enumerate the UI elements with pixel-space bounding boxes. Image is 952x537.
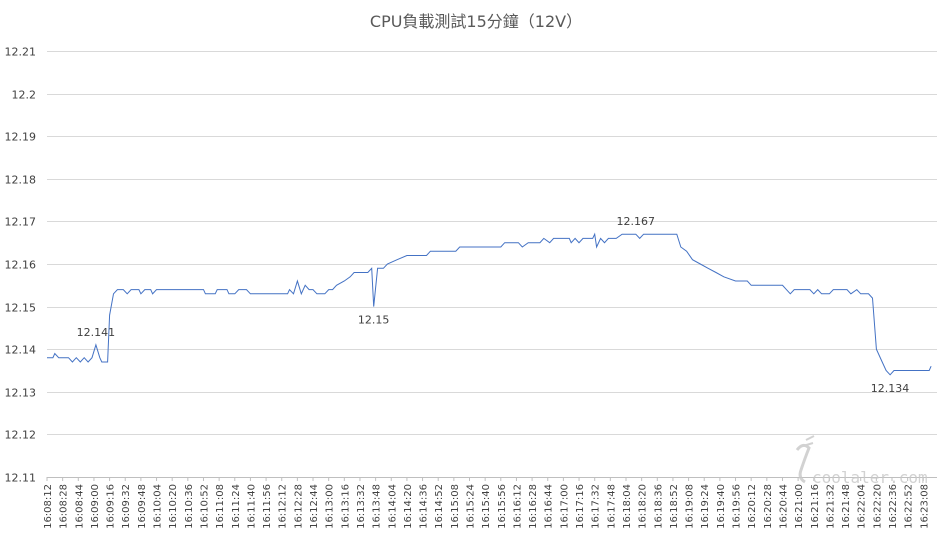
watermark: coolaler.com bbox=[795, 435, 928, 487]
x-tick-label: 16:19:56 bbox=[732, 484, 743, 529]
x-tick-label: 16:22:04 bbox=[857, 484, 868, 529]
data-label: 12.15 bbox=[358, 314, 390, 327]
x-tick-label: 16:20:44 bbox=[778, 484, 789, 529]
y-axis: 12.11 12.12 12.13 12.14 12.15 12.16 12.17 12.18… bbox=[5, 46, 37, 485]
x-tick-label: 16:12:12 bbox=[278, 484, 289, 529]
x-tick-label: 16:21:16 bbox=[810, 484, 821, 529]
x-tick-label: 16:22:36 bbox=[888, 484, 899, 529]
data-labels: 12.141 12.15 12.167 12.134 bbox=[77, 215, 910, 395]
x-tick-label: 16:16:12 bbox=[512, 484, 523, 529]
x-tick-label: 16:21:48 bbox=[841, 484, 852, 529]
x-tick-label: 16:10:20 bbox=[168, 484, 179, 529]
x-tick-label: 16:09:16 bbox=[106, 484, 117, 529]
x-tick-label: 16:15:24 bbox=[466, 484, 477, 529]
x-tick-label: 16:14:20 bbox=[403, 484, 414, 529]
gridlines bbox=[47, 51, 937, 478]
y-tick-label: 12.15 bbox=[5, 302, 37, 315]
y-tick-label: 12.13 bbox=[5, 387, 37, 400]
x-tick-label: 16:12:44 bbox=[309, 484, 320, 529]
x-tick-label: 16:09:32 bbox=[121, 484, 132, 529]
y-tick-label: 12.12 bbox=[5, 429, 37, 442]
y-tick-label: 12.17 bbox=[5, 216, 37, 229]
coolaler-logo-icon bbox=[795, 435, 815, 484]
y-tick-label: 12.19 bbox=[5, 131, 37, 144]
x-tick-label: 16:17:48 bbox=[606, 484, 617, 529]
x-tick-label: 16:10:52 bbox=[199, 484, 210, 529]
x-tick-label: 16:08:44 bbox=[74, 484, 85, 529]
x-tick-label: 16:21:32 bbox=[825, 484, 836, 529]
x-tick-label: 16:17:16 bbox=[575, 484, 586, 529]
x-tick-label: 16:22:20 bbox=[872, 484, 883, 529]
x-tick-label: 16:12:28 bbox=[293, 484, 304, 529]
watermark-text: coolaler.com bbox=[812, 468, 928, 487]
x-tick-label: 16:18:04 bbox=[622, 484, 633, 529]
x-tick-label: 16:10:36 bbox=[184, 484, 195, 529]
x-axis: 16:08:12 16:08:28 16:08:44 16:09:00 16:09:16… bbox=[43, 477, 930, 529]
x-tick-label: 16:20:12 bbox=[747, 484, 758, 529]
x-tick-label: 16:16:44 bbox=[544, 484, 555, 529]
x-tick-label: 16:15:08 bbox=[450, 484, 461, 529]
x-tick-label: 16:11:40 bbox=[246, 484, 257, 529]
x-tick-label: 16:14:52 bbox=[434, 484, 445, 529]
y-tick-label: 12.2 bbox=[12, 89, 37, 102]
x-tick-label: 16:23:08 bbox=[919, 484, 930, 529]
x-tick-label: 16:08:12 bbox=[43, 484, 54, 529]
y-tick-label: 12.18 bbox=[5, 174, 37, 187]
x-tick-label: 16:17:32 bbox=[591, 484, 602, 529]
x-tick-label: 16:11:08 bbox=[215, 484, 226, 529]
x-tick-label: 16:14:36 bbox=[419, 484, 430, 529]
x-tick-label: 16:17:00 bbox=[559, 484, 570, 529]
x-tick-label: 16:11:56 bbox=[262, 484, 273, 529]
x-tick-label: 16:15:56 bbox=[497, 484, 508, 529]
x-tick-label: 16:09:48 bbox=[137, 484, 148, 529]
x-tick-label: 16:13:48 bbox=[372, 484, 383, 529]
y-tick-label: 12.11 bbox=[5, 472, 37, 485]
y-tick-label: 12.14 bbox=[5, 344, 37, 357]
x-tick-label: 16:18:20 bbox=[638, 484, 649, 529]
y-tick-label: 12.21 bbox=[5, 46, 37, 59]
x-tick-label: 16:16:28 bbox=[528, 484, 539, 529]
y-tick-label: 12.16 bbox=[5, 259, 37, 272]
x-tick-label: 16:18:36 bbox=[653, 484, 664, 529]
x-tick-label: 16:19:08 bbox=[685, 484, 696, 529]
series-layer bbox=[47, 232, 932, 376]
data-label: 12.134 bbox=[871, 382, 910, 395]
x-tick-label: 16:21:00 bbox=[794, 484, 805, 529]
x-tick-label: 16:19:40 bbox=[716, 484, 727, 529]
x-tick-label: 16:13:00 bbox=[325, 484, 336, 529]
data-label: 12.141 bbox=[77, 326, 116, 339]
x-tick-label: 16:19:24 bbox=[700, 484, 711, 529]
x-tick-label: 16:22:52 bbox=[904, 484, 915, 529]
x-tick-label: 16:11:24 bbox=[231, 484, 242, 529]
x-tick-label: 16:14:04 bbox=[387, 484, 398, 529]
x-tick-label: 16:10:04 bbox=[153, 484, 164, 529]
chart-title: CPU負載測試15分鐘（12V） bbox=[370, 12, 582, 31]
x-tick-label: 16:08:28 bbox=[59, 484, 70, 529]
series-line bbox=[47, 232, 932, 376]
x-tick-label: 16:09:00 bbox=[90, 484, 101, 529]
x-tick-label: 16:18:52 bbox=[669, 484, 680, 529]
x-tick-label: 16:15:40 bbox=[481, 484, 492, 529]
x-tick-label: 16:13:32 bbox=[356, 484, 367, 529]
x-tick-label: 16:13:16 bbox=[340, 484, 351, 529]
x-tick-label: 16:20:28 bbox=[763, 484, 774, 529]
data-label: 12.167 bbox=[617, 215, 656, 228]
